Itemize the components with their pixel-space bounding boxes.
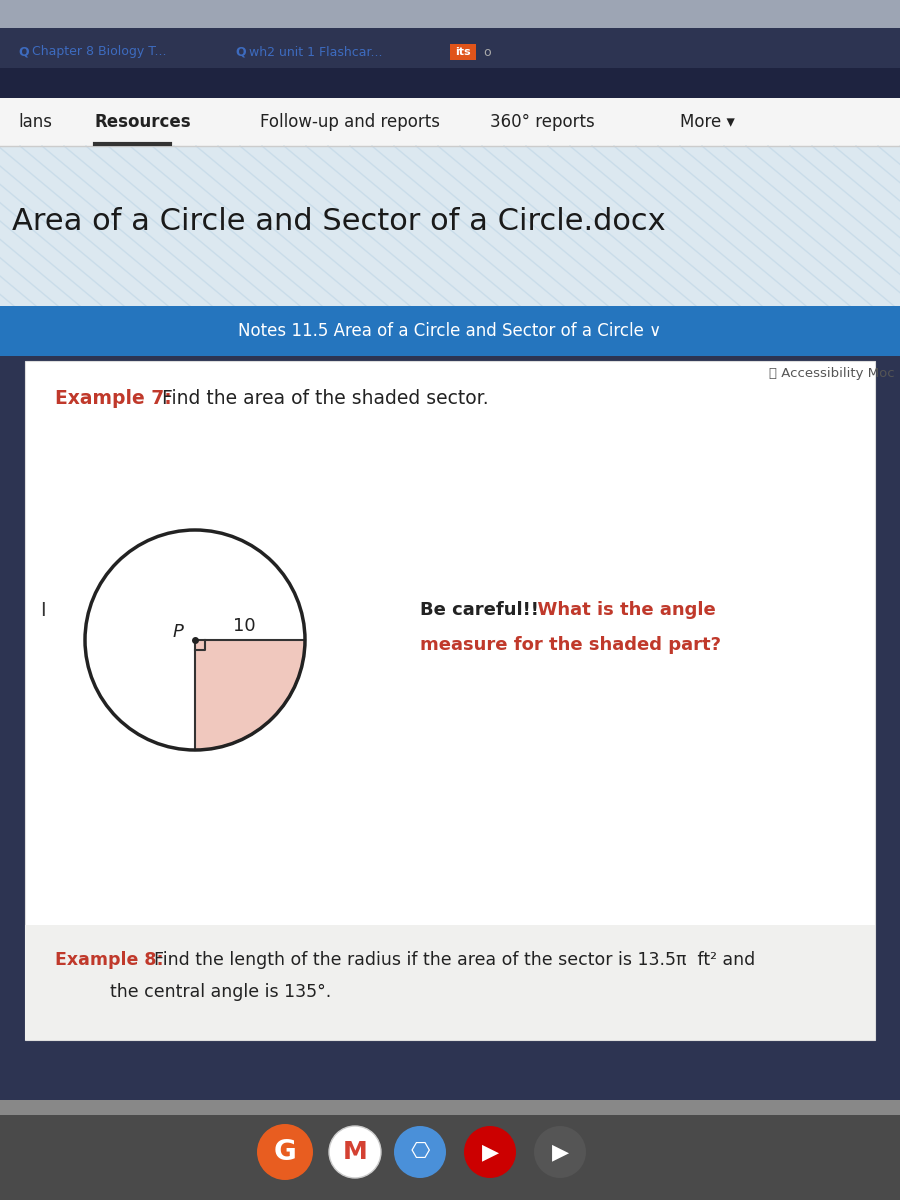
Circle shape bbox=[257, 1124, 313, 1180]
Bar bbox=[0, 306, 900, 356]
Circle shape bbox=[329, 1126, 381, 1178]
Wedge shape bbox=[195, 640, 305, 750]
Text: I: I bbox=[40, 600, 46, 619]
FancyBboxPatch shape bbox=[450, 44, 476, 60]
Text: wh2 unit 1 Flashcar...: wh2 unit 1 Flashcar... bbox=[249, 46, 382, 59]
Bar bbox=[0, 1100, 900, 1115]
Text: lans: lans bbox=[18, 113, 52, 131]
Circle shape bbox=[394, 1126, 446, 1178]
Text: Resources: Resources bbox=[95, 113, 192, 131]
Text: 📄 Accessibility Moc: 📄 Accessibility Moc bbox=[770, 367, 895, 380]
Text: Example 8:: Example 8: bbox=[55, 950, 164, 970]
Bar bbox=[0, 0, 900, 28]
Bar bbox=[0, 98, 900, 146]
Text: Be careful!!: Be careful!! bbox=[420, 601, 539, 619]
Bar bbox=[0, 1100, 900, 1200]
Text: Notes 11.5 Area of a Circle and Sector of a Circle ∨: Notes 11.5 Area of a Circle and Sector o… bbox=[238, 322, 662, 340]
Text: Chapter 8 Biology T...: Chapter 8 Biology T... bbox=[32, 46, 166, 59]
Text: ▶: ▶ bbox=[482, 1142, 499, 1162]
Text: More ▾: More ▾ bbox=[680, 113, 735, 131]
Text: 360° reports: 360° reports bbox=[490, 113, 595, 131]
Bar bbox=[0, 68, 900, 98]
Circle shape bbox=[534, 1126, 586, 1178]
Text: o: o bbox=[483, 46, 490, 59]
Text: M: M bbox=[343, 1140, 367, 1164]
Text: What is the angle: What is the angle bbox=[525, 601, 716, 619]
Text: Q: Q bbox=[18, 46, 29, 59]
Bar bbox=[0, 146, 900, 306]
Text: ▶: ▶ bbox=[552, 1142, 569, 1162]
Text: ⎔: ⎔ bbox=[410, 1142, 429, 1162]
Text: Follow-up and reports: Follow-up and reports bbox=[260, 113, 440, 131]
Text: measure for the shaded part?: measure for the shaded part? bbox=[420, 636, 721, 654]
Bar bbox=[25, 361, 875, 1040]
Text: P: P bbox=[173, 623, 184, 641]
Text: 10: 10 bbox=[233, 617, 256, 635]
Text: Find the area of the shaded sector.: Find the area of the shaded sector. bbox=[150, 390, 489, 408]
Text: the central angle is 135°.: the central angle is 135°. bbox=[110, 983, 331, 1001]
Text: Find the length of the radius if the area of the sector is 13.5π  ft² and: Find the length of the radius if the are… bbox=[143, 950, 755, 970]
Text: Example 7:: Example 7: bbox=[55, 390, 172, 408]
Circle shape bbox=[464, 1126, 516, 1178]
Text: its: its bbox=[455, 47, 471, 56]
Text: Q: Q bbox=[235, 46, 246, 59]
Text: Area of a Circle and Sector of a Circle.docx: Area of a Circle and Sector of a Circle.… bbox=[12, 206, 666, 235]
Text: G: G bbox=[274, 1138, 296, 1166]
Bar bbox=[25, 925, 875, 1040]
Bar bbox=[0, 28, 900, 68]
